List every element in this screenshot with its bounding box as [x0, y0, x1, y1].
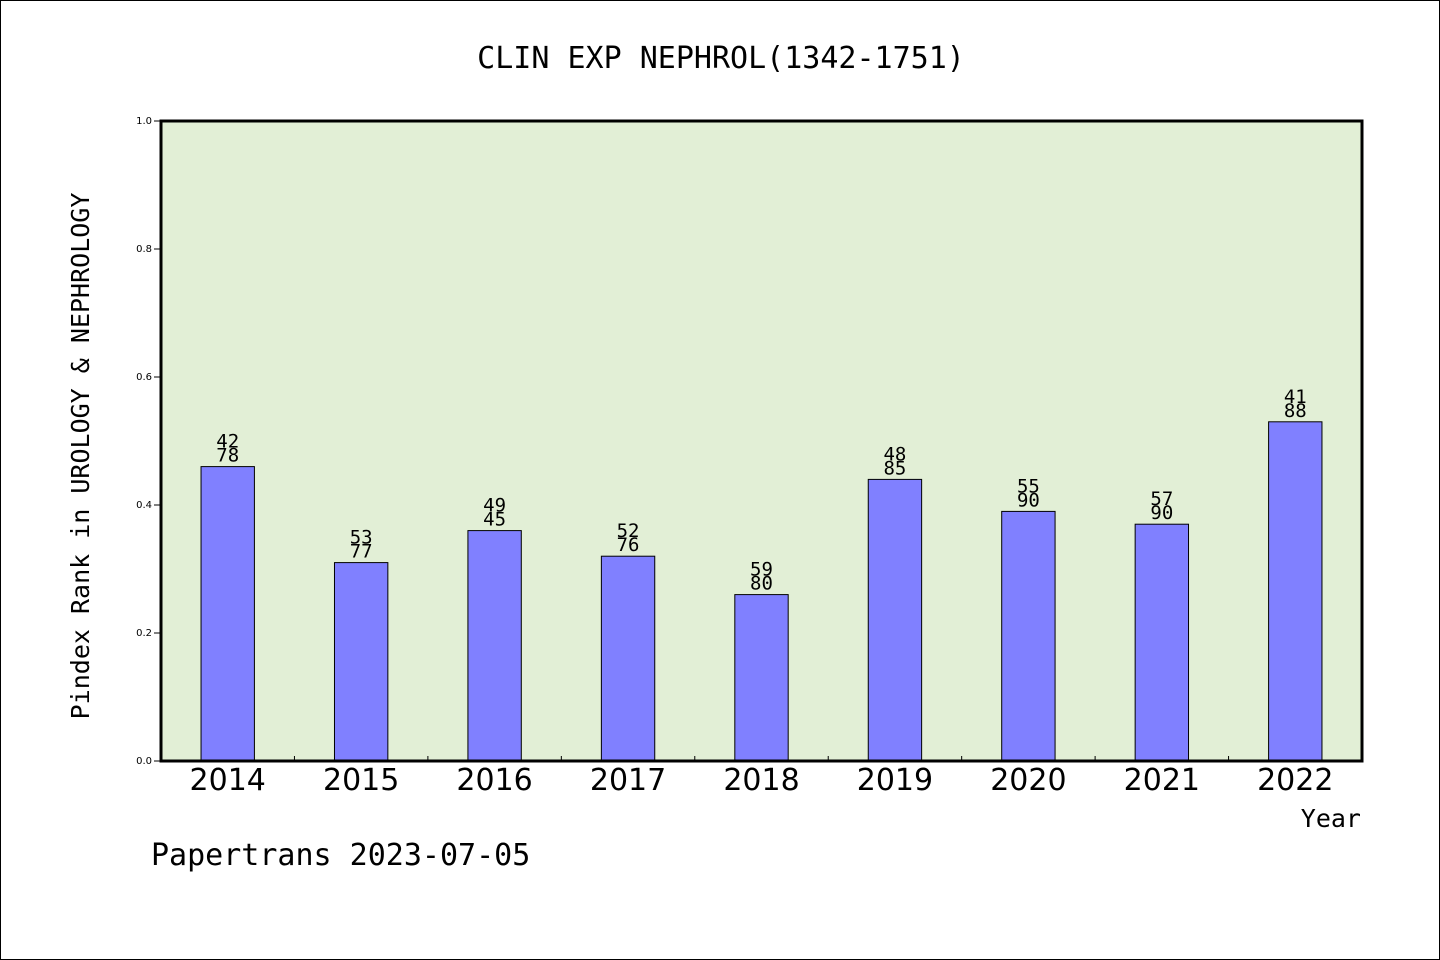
chart-title: CLIN EXP NEPHROL(1342-1751) [477, 41, 965, 76]
bar-label-top: 42 [216, 431, 239, 453]
bar-series [200, 421, 1323, 762]
y-tick-label: 0.6 [136, 372, 152, 383]
bar-label-bottom: 78 [216, 445, 239, 467]
bar-label-bottom: 90 [1150, 502, 1173, 524]
bar-2022 [1268, 421, 1323, 762]
plot-frame [159, 119, 1364, 763]
x-tick-label: 2022 [1257, 763, 1333, 798]
bar-label-top: 48 [883, 443, 906, 465]
bar-label-bottom: 45 [483, 509, 506, 531]
bar-label-top: 55 [1017, 475, 1040, 497]
x-tick-label: 2016 [456, 763, 532, 798]
y-axis-label: Pindex Rank in UROLOGY & NEPHROLOGY [66, 193, 95, 720]
bar-label-top: 59 [750, 559, 773, 581]
y-tick-label: 0.0 [136, 756, 152, 767]
x-axis: 2014 2015 2016 2017 2018 2019 2020 2021 2022 [190, 756, 1333, 798]
bar-2020 [1001, 510, 1056, 762]
bar-label-bottom: 90 [1017, 489, 1040, 511]
bar-2015 [333, 562, 389, 762]
bar-label-top: 52 [617, 520, 640, 542]
y-tick-label: 0.8 [136, 244, 152, 255]
bar-2018 [734, 594, 789, 762]
bar-label-bottom: 80 [750, 573, 773, 595]
bar-2017 [600, 555, 656, 762]
bar-label-top: 53 [350, 527, 373, 549]
bar-2016 [467, 530, 522, 762]
bar-label-bottom: 77 [350, 541, 373, 563]
bar-label-bottom: 88 [1284, 400, 1307, 422]
x-tick-label: 2019 [857, 763, 933, 798]
x-tick-label: 2014 [190, 763, 266, 798]
bar-2021 [1134, 523, 1190, 762]
x-tick-label: 2021 [1124, 763, 1200, 798]
bar-2019 [867, 478, 923, 762]
x-tick-label: 2020 [990, 763, 1066, 798]
x-tick-label: 2017 [590, 763, 666, 798]
y-axis: 0.0 0.2 0.4 0.6 0.8 1.0 [136, 116, 161, 767]
footer-credit: Papertrans 2023-07-05 [151, 838, 530, 873]
bar-2014 [200, 466, 255, 762]
bar-label-bottom: 85 [883, 457, 906, 479]
bar-label-top: 41 [1284, 386, 1307, 408]
bar-label-top: 57 [1150, 488, 1173, 510]
bar-label-bottom: 76 [617, 534, 640, 556]
bar-label-top: 49 [483, 495, 506, 517]
x-tick-label: 2018 [723, 763, 799, 798]
y-tick-label: 0.2 [136, 628, 152, 639]
y-tick-label: 1.0 [136, 116, 152, 127]
x-axis-label: Year [1301, 804, 1361, 833]
y-tick-label: 0.4 [136, 500, 152, 511]
x-tick-label: 2015 [323, 763, 399, 798]
